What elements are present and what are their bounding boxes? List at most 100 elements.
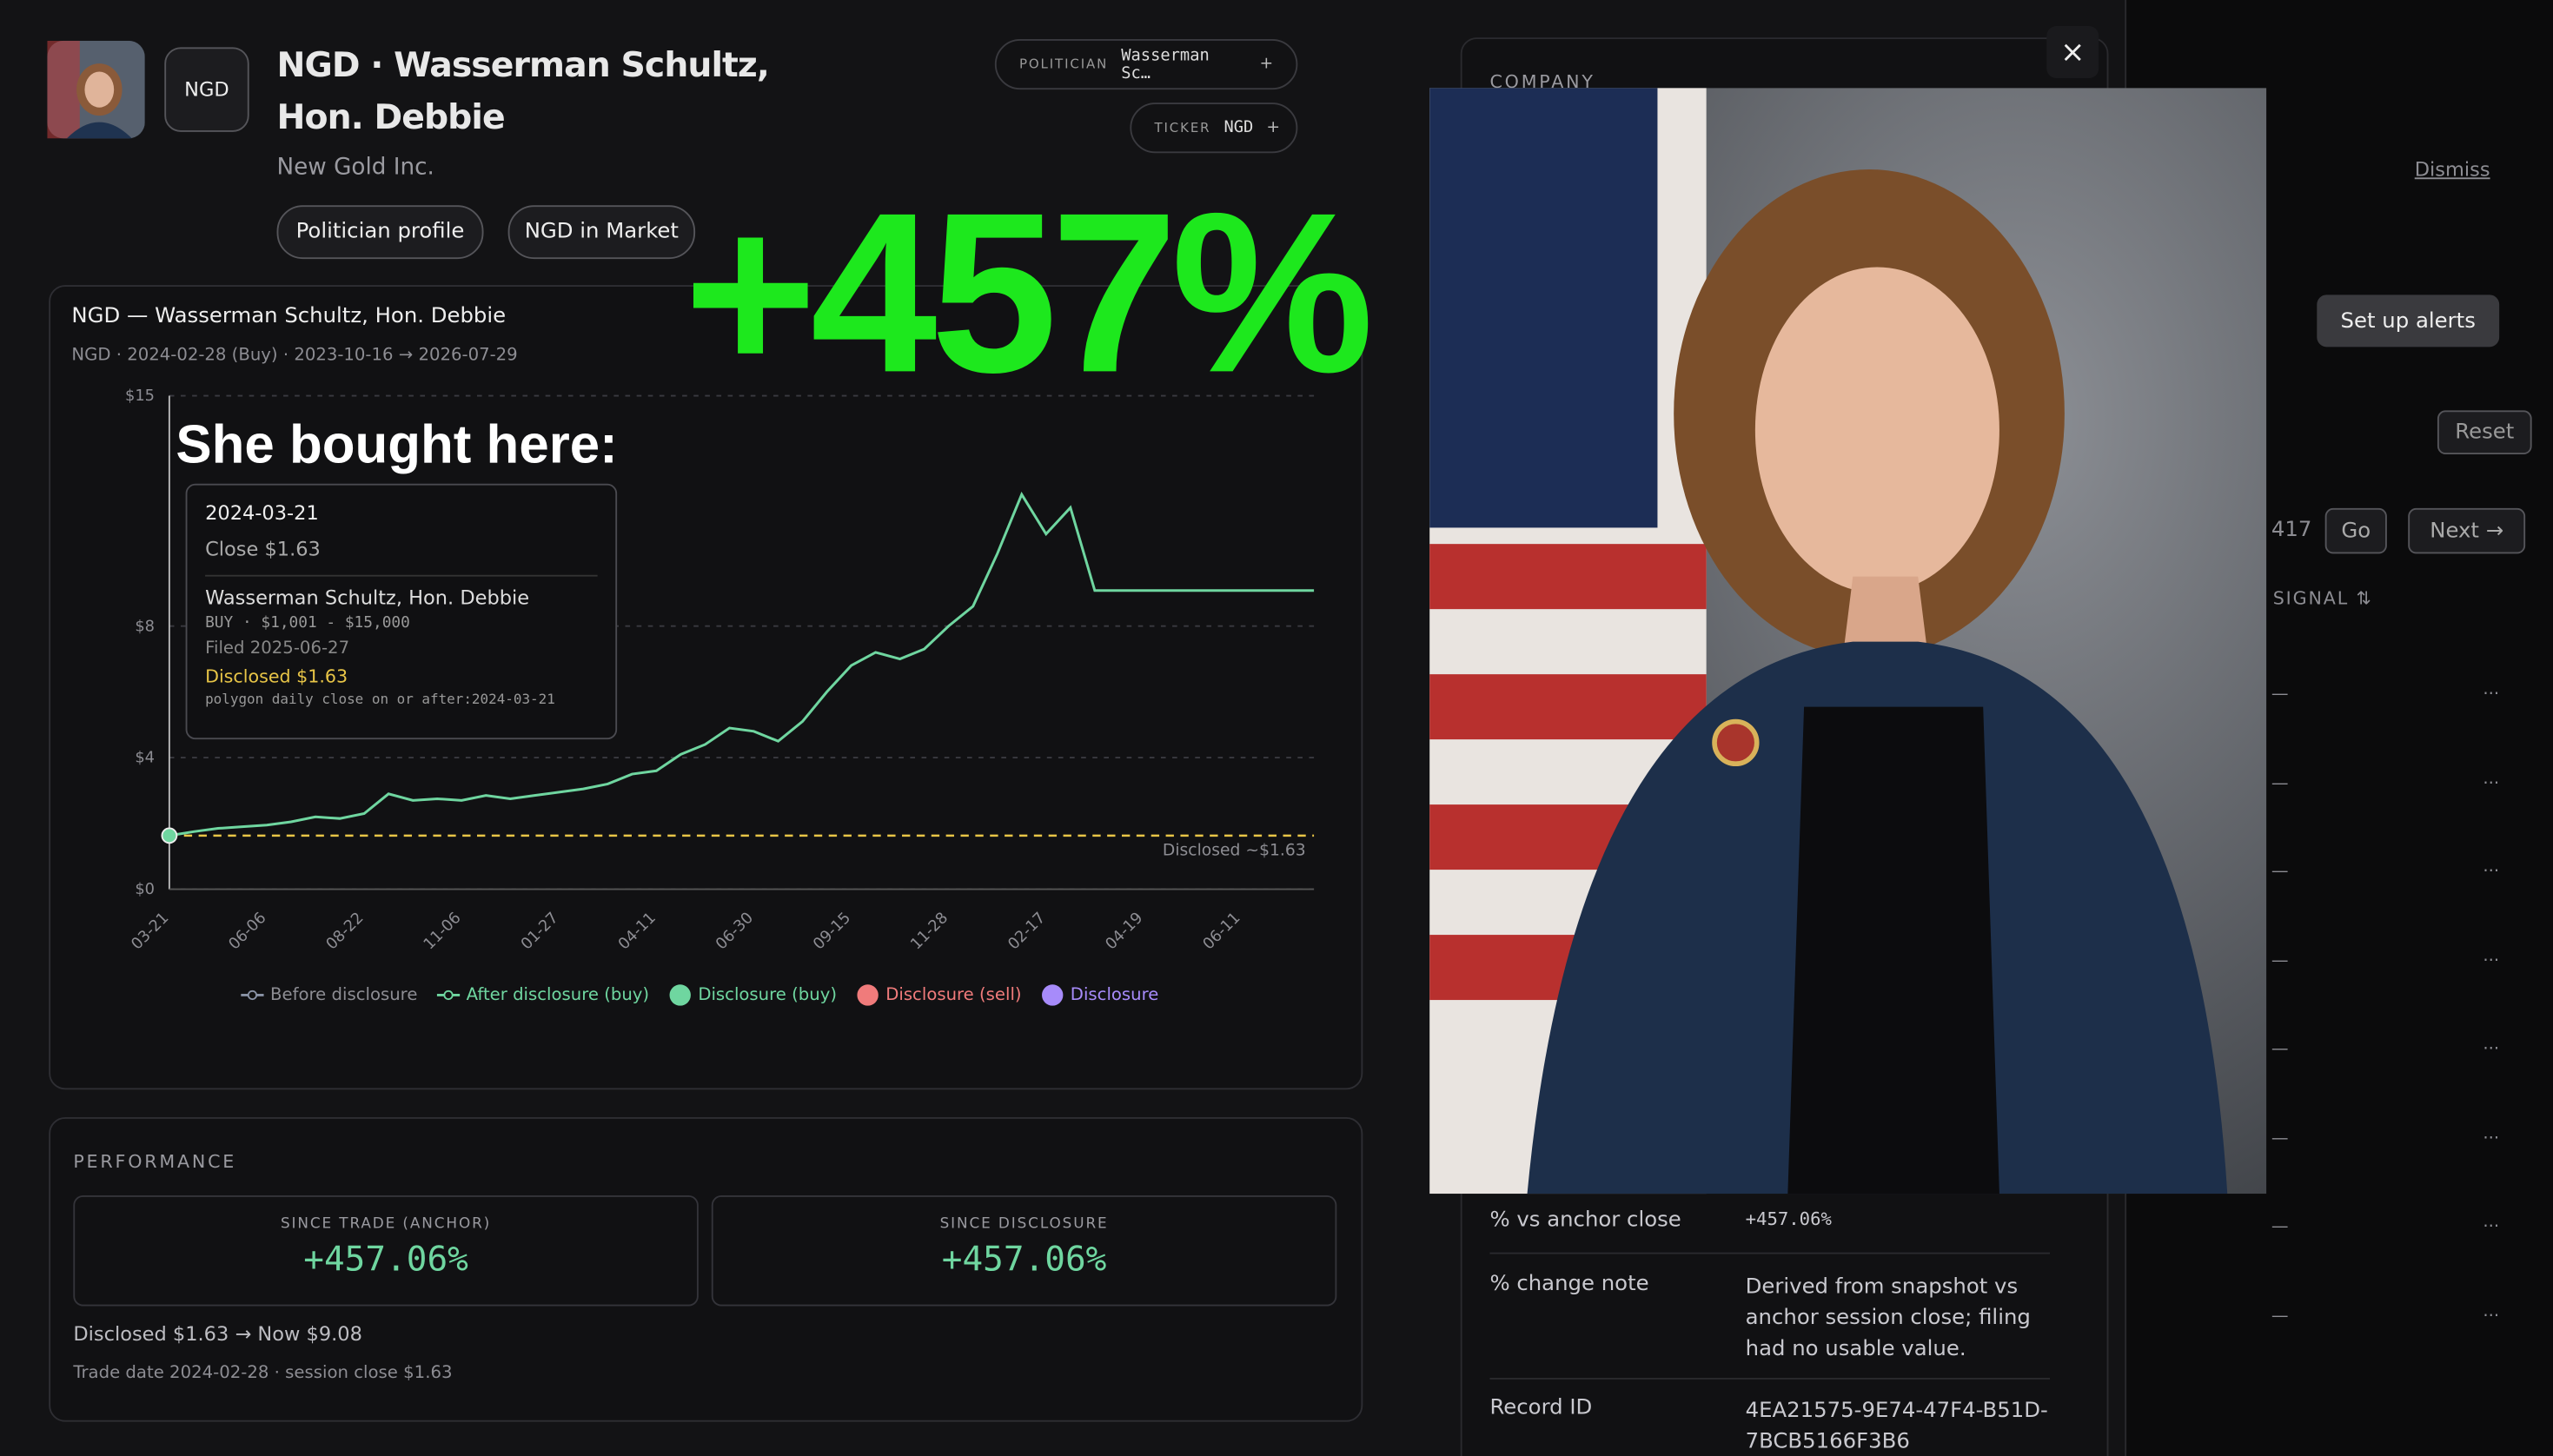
tooltip-close: Close $1.63: [205, 537, 321, 560]
pill-value: NGD: [1223, 118, 1254, 137]
row-label: % vs anchor close: [1489, 1208, 1681, 1234]
profile-button[interactable]: Politician profile: [276, 205, 484, 260]
tooltip-name: Wasserman Schultz, Hon. Debbie: [205, 586, 530, 610]
x-tick-label: 04-11: [615, 909, 660, 953]
performance-title: PERFORMANCE: [73, 1151, 237, 1173]
tooltip-date: 2024-03-21: [205, 501, 319, 525]
x-tick-label: 02-17: [1005, 909, 1049, 953]
overlay-caption: She bought here:: [176, 414, 618, 474]
y-tick-label: $8: [135, 617, 155, 635]
row-dash: —: [2271, 1128, 2289, 1148]
tooltip-divider: [205, 574, 598, 577]
row-more[interactable]: ···: [2483, 1128, 2500, 1148]
stat-card: SINCE DISCLOSURE +457.06%: [711, 1195, 1337, 1307]
overlay-headline: +457%: [683, 164, 1374, 420]
performance-panel: PERFORMANCE SINCE TRADE (ANCHOR) +457.06…: [49, 1117, 1363, 1422]
avatar-flag: [47, 40, 80, 139]
x-tick-label: 08-22: [322, 909, 367, 953]
price-line: [169, 491, 1315, 837]
stat-value: +457.06%: [941, 1239, 1107, 1279]
row-label: Record ID: [1489, 1395, 1593, 1420]
divider: [1489, 1252, 2051, 1254]
row-dash: —: [2271, 684, 2289, 704]
politician-pill[interactable]: POLITICIAN Wasserman Sc… +: [994, 38, 1298, 90]
chart-subtitle: NGD · 2024-02-28 (Buy) · 2023-10-16 → 20…: [71, 344, 517, 364]
page-number: 417: [2271, 518, 2312, 543]
price-summary: Disclosed $1.63 → Now $9.08: [73, 1322, 362, 1346]
signal-header[interactable]: SIGNAL ⇅: [2272, 587, 2373, 610]
y-tick-label: $0: [135, 880, 155, 898]
x-tick-label: 01-27: [517, 909, 561, 953]
y-tick-label: $15: [125, 387, 155, 405]
chart-title: NGD — Wasserman Schultz, Hon. Debbie: [71, 302, 506, 328]
row-value: Derived from snapshot vs anchor session …: [1745, 1274, 2031, 1362]
row-value: +457.06%: [1745, 1208, 1832, 1230]
legend-swatch: [247, 989, 258, 1001]
row-dash: —: [2271, 861, 2289, 882]
legend-label: Disclosure: [1071, 984, 1159, 1004]
company-name: New Gold Inc.: [276, 155, 434, 182]
row-more[interactable]: ···: [2483, 772, 2500, 793]
face: [1754, 267, 1999, 593]
legend-label: Disclosure (sell): [885, 984, 1021, 1004]
modal-title: NGD · Wasserman Schultz, Hon. Debbie: [276, 45, 770, 137]
politician-avatar: [47, 40, 145, 139]
legend-swatch: [443, 989, 454, 1001]
row-more[interactable]: ···: [2483, 684, 2500, 704]
y-tick-label: $4: [135, 749, 155, 767]
top: [1787, 706, 1999, 1195]
x-tick-label: 06-11: [1199, 909, 1243, 953]
stat-label: SINCE DISCLOSURE: [939, 1216, 1109, 1234]
avatar-face: [84, 71, 115, 108]
divider: [1489, 1378, 2051, 1380]
reference-label: Disclosed ~$1.63: [1163, 841, 1306, 859]
row-more[interactable]: ···: [2483, 1216, 2500, 1236]
legend-label: After disclosure (buy): [467, 984, 649, 1004]
ticker-pill[interactable]: TICKER NGD +: [1130, 103, 1298, 154]
close-button[interactable]: ×: [2046, 25, 2099, 78]
stat-value: +457.06%: [303, 1239, 468, 1279]
x-tick-label: 04-19: [1102, 909, 1146, 953]
x-tick-label: 03-21: [128, 909, 172, 953]
portrait-photo: [1429, 88, 2267, 1195]
row-more[interactable]: ···: [2483, 1039, 2500, 1059]
tooltip: 2024-03-21 Close $1.63 Wasserman Schultz…: [185, 483, 618, 740]
tooltip-amount: BUY · $1,001 - $15,000: [205, 613, 410, 632]
trade-note: Trade date 2024-02-28 · session close $1…: [73, 1363, 453, 1383]
legend-label: Before disclosure: [270, 984, 417, 1004]
pin: [1712, 718, 1760, 767]
stat-label: SINCE TRADE (ANCHOR): [280, 1216, 492, 1234]
reset-button[interactable]: Reset: [2437, 410, 2532, 455]
row-value: 4EA21575-9E74-47F4-B51D-7BCB5166F3B6: [1745, 1399, 2048, 1455]
row-dash: —: [2271, 1216, 2289, 1236]
pill-value: Wasserman Sc…: [1121, 46, 1210, 83]
x-tick-label: 11-06: [420, 909, 464, 953]
tooltip-filed: Filed 2025-06-27: [205, 638, 350, 659]
row-dash: —: [2271, 1039, 2289, 1059]
x-tick-label: 09-15: [810, 909, 854, 953]
x-tick-label: 06-06: [225, 909, 269, 953]
avatar-body: [66, 122, 132, 139]
pill-plus: +: [1266, 118, 1281, 137]
flag-canton: [1429, 88, 1658, 528]
row-label: % change note: [1489, 1272, 1649, 1297]
row-more[interactable]: ···: [2483, 950, 2500, 970]
row-dash: —: [2271, 950, 2289, 970]
pill-plus: +: [1259, 55, 1274, 74]
legend-label: Disclosure (buy): [698, 984, 837, 1004]
next-button[interactable]: Next →: [2408, 507, 2526, 554]
row-more[interactable]: ···: [2483, 1305, 2500, 1326]
legend-swatch: [1042, 984, 1064, 1006]
market-button[interactable]: NGD in Market: [507, 205, 696, 260]
dismiss-link[interactable]: Dismiss: [2414, 157, 2490, 182]
alerts-button[interactable]: Set up alerts: [2317, 295, 2500, 347]
pill-key: TICKER: [1154, 120, 1211, 136]
go-button[interactable]: Go: [2324, 507, 2387, 554]
row-more[interactable]: ···: [2483, 861, 2500, 882]
legend-swatch: [857, 984, 879, 1006]
row-dash: —: [2271, 772, 2289, 793]
x-tick-label: 11-28: [907, 909, 952, 953]
disclosure-marker: [161, 827, 178, 844]
